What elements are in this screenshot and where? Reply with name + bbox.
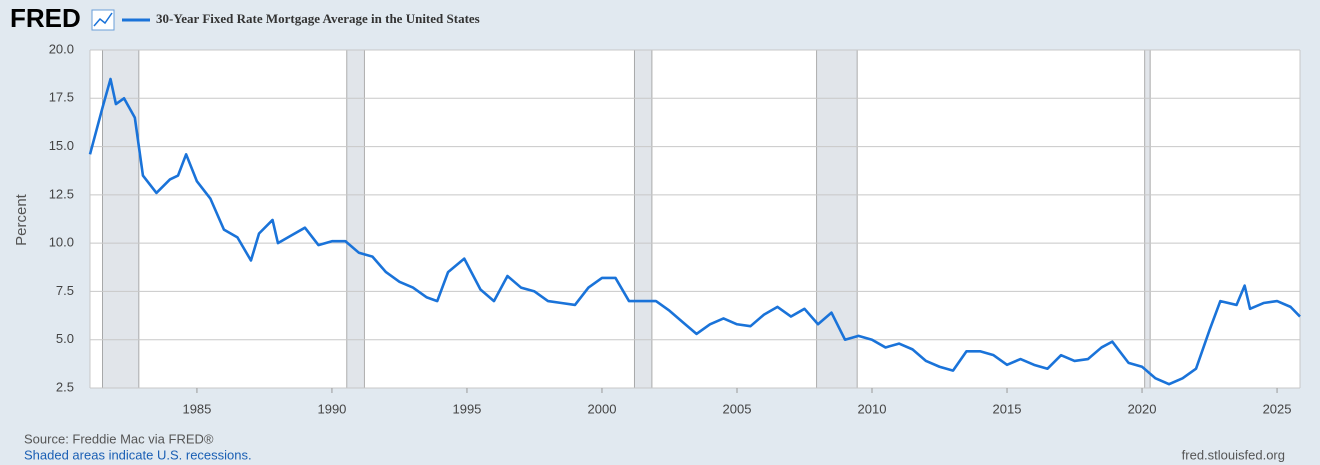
logo: FRED [10, 3, 81, 33]
x-tick-label: 1985 [182, 401, 211, 416]
y-tick-label: 10.0 [49, 235, 74, 250]
x-tick-label: 2015 [993, 401, 1022, 416]
recession-band [816, 49, 858, 389]
recession-band [346, 49, 365, 389]
source: Source: Freddie Mac via FRED® [24, 431, 214, 446]
y-tick-label: 7.5 [56, 283, 74, 298]
recession-band [1144, 49, 1151, 389]
y-tick-label: 17.5 [49, 90, 74, 105]
site-url: fred.stlouisfed.org [1182, 447, 1285, 462]
y-tick-label: 15.0 [49, 138, 74, 153]
legend-label: 30-Year Fixed Rate Mortgage Average in t… [156, 11, 480, 26]
x-tick-label: 2005 [723, 401, 752, 416]
x-tick-label: 2025 [1263, 401, 1292, 416]
x-tick-label: 1990 [317, 401, 346, 416]
recession-band [102, 49, 140, 389]
series-line [88, 77, 1301, 386]
recession-note: Shaded areas indicate U.S. recessions. [24, 447, 252, 462]
recession-band [633, 49, 653, 389]
x-tick-label: 1995 [452, 401, 481, 416]
y-tick-label: 12.5 [49, 186, 74, 201]
x-tick-label: 2020 [1128, 401, 1157, 416]
plot-area [90, 50, 1300, 388]
x-tick-label: 2010 [858, 401, 887, 416]
y-tick-label: 20.0 [49, 41, 74, 56]
logo-icon [91, 9, 115, 31]
y-axis-label: Percent [13, 193, 30, 246]
x-tick-label: 2000 [588, 401, 617, 416]
logo-icon-line [93, 12, 113, 27]
y-tick-label: 5.0 [56, 331, 74, 346]
y-tick-label: 2.5 [56, 379, 74, 394]
